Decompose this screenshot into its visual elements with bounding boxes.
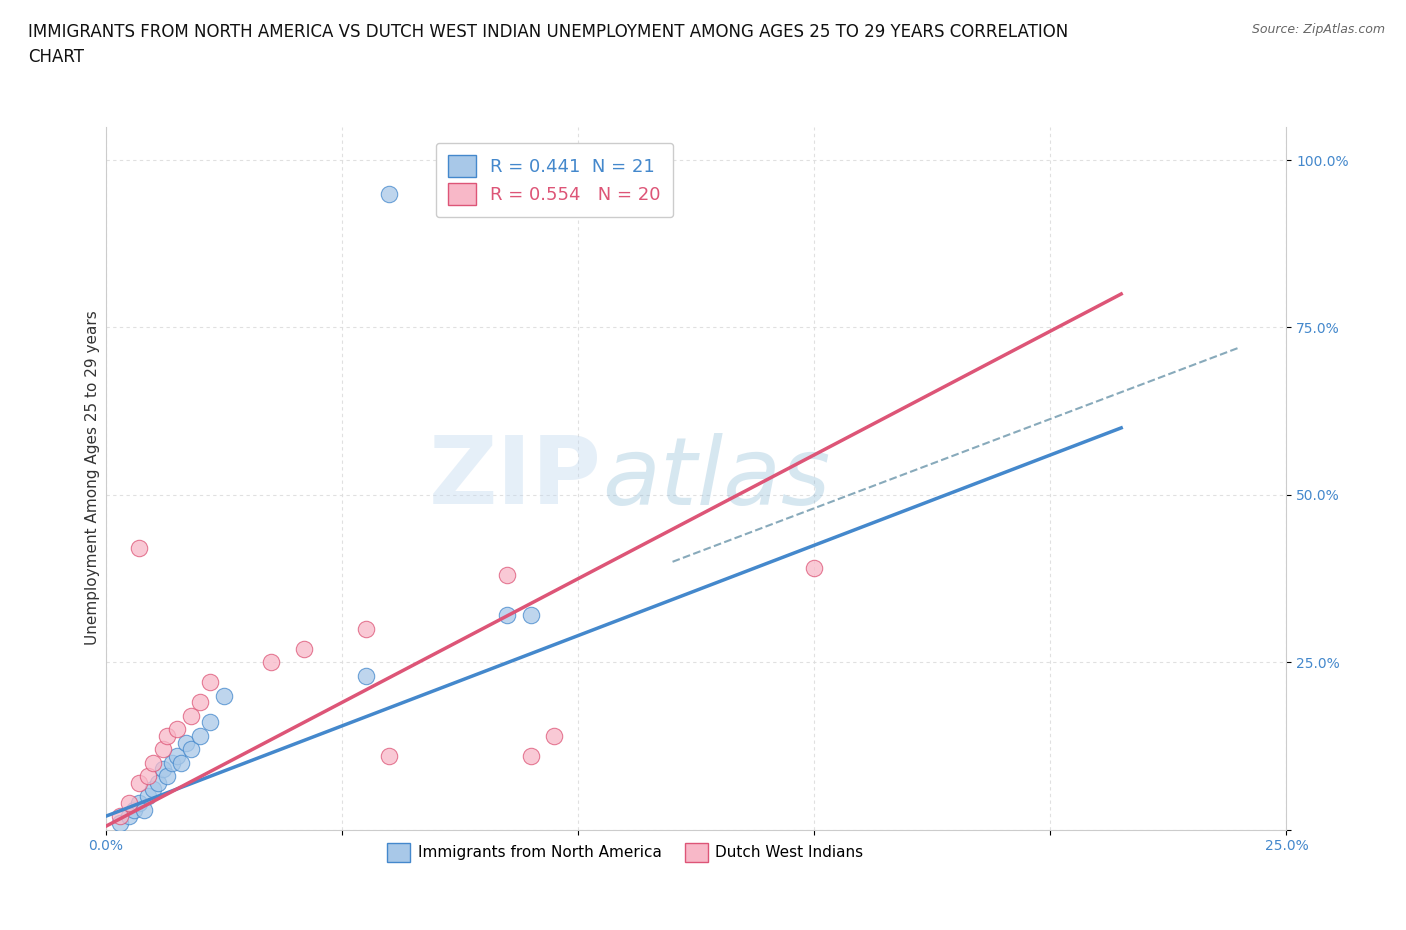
- Point: [118, 809, 141, 824]
- Point: [152, 742, 174, 757]
- Point: [520, 608, 543, 623]
- Point: [118, 795, 141, 810]
- Point: [138, 768, 160, 783]
- Point: [138, 789, 160, 804]
- Point: [198, 715, 221, 730]
- Point: [108, 816, 131, 830]
- Point: [496, 608, 519, 623]
- Point: [166, 722, 188, 737]
- Point: [520, 749, 543, 764]
- Point: [198, 675, 221, 690]
- Point: [128, 541, 150, 556]
- Point: [142, 755, 165, 770]
- Point: [803, 561, 825, 576]
- Point: [378, 749, 401, 764]
- Point: [152, 762, 174, 777]
- Point: [292, 642, 315, 657]
- Point: [354, 668, 377, 683]
- Point: [142, 782, 165, 797]
- Point: [160, 755, 183, 770]
- Text: atlas: atlas: [602, 432, 830, 524]
- Y-axis label: Unemployment Among Ages 25 to 29 years: Unemployment Among Ages 25 to 29 years: [86, 311, 100, 645]
- Point: [128, 795, 150, 810]
- Point: [378, 186, 401, 201]
- Point: [188, 728, 211, 743]
- Point: [156, 728, 179, 743]
- Point: [128, 776, 150, 790]
- Point: [180, 709, 202, 724]
- Legend: Immigrants from North America, Dutch West Indians: Immigrants from North America, Dutch Wes…: [381, 837, 869, 868]
- Point: [146, 776, 169, 790]
- Point: [260, 655, 283, 670]
- Text: IMMIGRANTS FROM NORTH AMERICA VS DUTCH WEST INDIAN UNEMPLOYMENT AMONG AGES 25 TO: IMMIGRANTS FROM NORTH AMERICA VS DUTCH W…: [28, 23, 1069, 66]
- Point: [170, 755, 193, 770]
- Point: [156, 768, 179, 783]
- Point: [212, 688, 235, 703]
- Point: [166, 749, 188, 764]
- Point: [188, 695, 211, 710]
- Text: Source: ZipAtlas.com: Source: ZipAtlas.com: [1251, 23, 1385, 36]
- Point: [354, 621, 377, 636]
- Point: [174, 735, 197, 750]
- Point: [496, 567, 519, 582]
- Point: [108, 809, 131, 824]
- Point: [122, 802, 145, 817]
- Point: [132, 802, 155, 817]
- Point: [543, 728, 565, 743]
- Point: [180, 742, 202, 757]
- Text: ZIP: ZIP: [429, 432, 602, 525]
